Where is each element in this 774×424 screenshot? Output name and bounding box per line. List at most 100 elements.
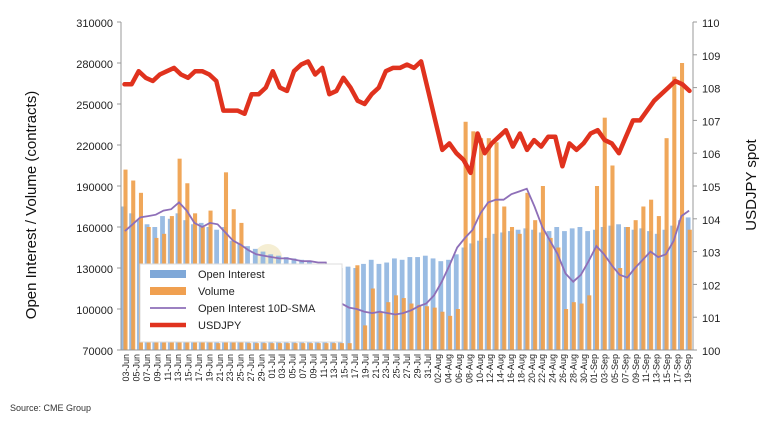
- y-axis-right-label: USDJPY spot: [743, 138, 760, 230]
- x-tick-label: 05-Sep: [610, 354, 620, 383]
- x-tick-label: 02-Aug: [433, 354, 443, 383]
- volume-bar: [579, 303, 584, 350]
- x-tick-label: 04-Aug: [444, 354, 454, 383]
- volume-bar: [564, 309, 569, 350]
- volume-bar: [424, 306, 429, 350]
- x-tick-label: 03-Jul: [277, 354, 287, 379]
- volume-bar: [448, 315, 453, 350]
- x-tick-label: 12-Aug: [485, 354, 495, 383]
- y-left-tick-label: 70000: [82, 346, 113, 358]
- volume-bar: [440, 311, 445, 350]
- volume-bar: [455, 309, 460, 350]
- x-tick-label: 15-Jun: [184, 354, 194, 382]
- y-right-tick-label: 105: [702, 182, 720, 194]
- volume-bar: [471, 131, 476, 350]
- volume-bar: [285, 343, 290, 350]
- x-tick-label: 07-Jun: [142, 354, 152, 382]
- x-tick-label: 22-Aug: [537, 354, 547, 383]
- volume-bar: [131, 180, 136, 350]
- y-left-tick-label: 160000: [76, 223, 113, 235]
- x-tick-label: 26-Aug: [558, 354, 568, 383]
- x-tick-label: 08-Aug: [464, 354, 474, 383]
- x-tick-label: 30-Aug: [579, 354, 589, 383]
- x-tick-label: 18-Aug: [516, 354, 526, 383]
- volume-bar: [270, 343, 275, 350]
- x-tick-label: 07-Jul: [298, 354, 308, 379]
- y-right-tick-label: 106: [702, 149, 720, 161]
- open-interest-bar: [361, 263, 366, 350]
- x-tick-label: 23-Jun: [225, 354, 235, 382]
- x-tick-label: 16-Aug: [506, 354, 516, 383]
- x-tick-label: 09-Jul: [308, 354, 318, 379]
- volume-bar: [502, 206, 507, 350]
- x-tick-label: 06-Aug: [454, 354, 464, 383]
- x-tick-label: 29-Jun: [256, 354, 266, 382]
- open-interest-bar: [562, 231, 567, 350]
- x-tick-label: 23-Jul: [381, 354, 391, 379]
- volume-bar: [223, 172, 229, 350]
- y-right-tick-label: 102: [702, 280, 720, 292]
- volume-bar: [494, 142, 499, 350]
- y-right-tick-label: 104: [702, 215, 720, 227]
- volume-bar: [517, 233, 522, 350]
- volume-bar: [680, 63, 685, 350]
- y-axis-left-ticks: 70000 100000 130000 160000 190000 220000 25000…: [76, 18, 121, 358]
- y-left-tick-label: 310000: [76, 18, 113, 30]
- volume-bar: [594, 186, 600, 350]
- volume-bar: [409, 303, 414, 350]
- y-right-tick-label: 103: [702, 248, 720, 260]
- legend-label: Open Interest 10D-SMA: [198, 303, 316, 315]
- volume-bar: [463, 121, 468, 351]
- open-interest-bar: [345, 266, 351, 350]
- open-interest-bar: [438, 261, 444, 350]
- volume-bar: [308, 343, 314, 350]
- x-tick-label: 09-Jun: [152, 354, 162, 382]
- volume-bar: [262, 343, 267, 350]
- volume-bar: [625, 227, 630, 350]
- volume-bar: [687, 229, 692, 350]
- volume-bar: [656, 216, 661, 350]
- x-tick-label: 05-Jun: [132, 354, 142, 382]
- legend-label: Volume: [198, 286, 235, 298]
- x-tick-label: 15-Sep: [662, 354, 672, 383]
- y-left-tick-label: 280000: [76, 59, 113, 71]
- x-tick-label: 03-Sep: [600, 354, 610, 383]
- x-tick-label: 27-Jul: [402, 354, 412, 379]
- x-tick-label: 11-Jun: [163, 354, 173, 381]
- y-right-tick-label: 101: [702, 313, 720, 325]
- x-tick-label: 11-Jul: [319, 354, 329, 378]
- volume-bar: [525, 192, 530, 350]
- volume-bar: [486, 138, 491, 350]
- open-interest-bar: [453, 254, 459, 350]
- x-tick-label: 01-Sep: [589, 354, 599, 383]
- x-axis-ticks: 03-Jun 05-Jun 07-Jun 09-Jun 11-Jun 13-Jun 15-J…: [121, 354, 693, 383]
- x-tick-label: 11-Sep: [641, 354, 651, 382]
- volume-bar: [571, 302, 576, 350]
- volume-bar: [401, 298, 406, 350]
- volume-bar: [177, 158, 182, 350]
- volume-bar: [347, 343, 352, 350]
- y-right-tick-label: 108: [702, 84, 720, 96]
- x-tick-label: 13-Jun: [173, 354, 183, 382]
- volume-bar: [540, 186, 545, 350]
- volume-bar: [370, 288, 375, 350]
- sma-series-path: [124, 187, 690, 316]
- volume-bar: [556, 247, 561, 350]
- volume-bar: [123, 169, 128, 350]
- open-interest-bar: [422, 255, 428, 350]
- x-tick-label: 25-Jul: [392, 354, 402, 379]
- x-tick-label: 25-Jun: [236, 354, 246, 382]
- y-right-tick-label: 109: [702, 51, 720, 63]
- x-tick-label: 21-Jul: [371, 354, 381, 379]
- x-tick-label: 07-Sep: [620, 354, 630, 383]
- x-tick-label: 19-Sep: [683, 354, 693, 383]
- y-left-tick-label: 130000: [76, 264, 113, 276]
- y-left-tick-label: 220000: [76, 141, 113, 153]
- x-tick-label: 15-Jul: [340, 354, 350, 379]
- volume-bar: [618, 268, 623, 350]
- y-right-tick-label: 110: [702, 18, 720, 30]
- x-tick-label: 17-Jun: [194, 354, 204, 382]
- legend-label: Open Interest: [198, 269, 265, 281]
